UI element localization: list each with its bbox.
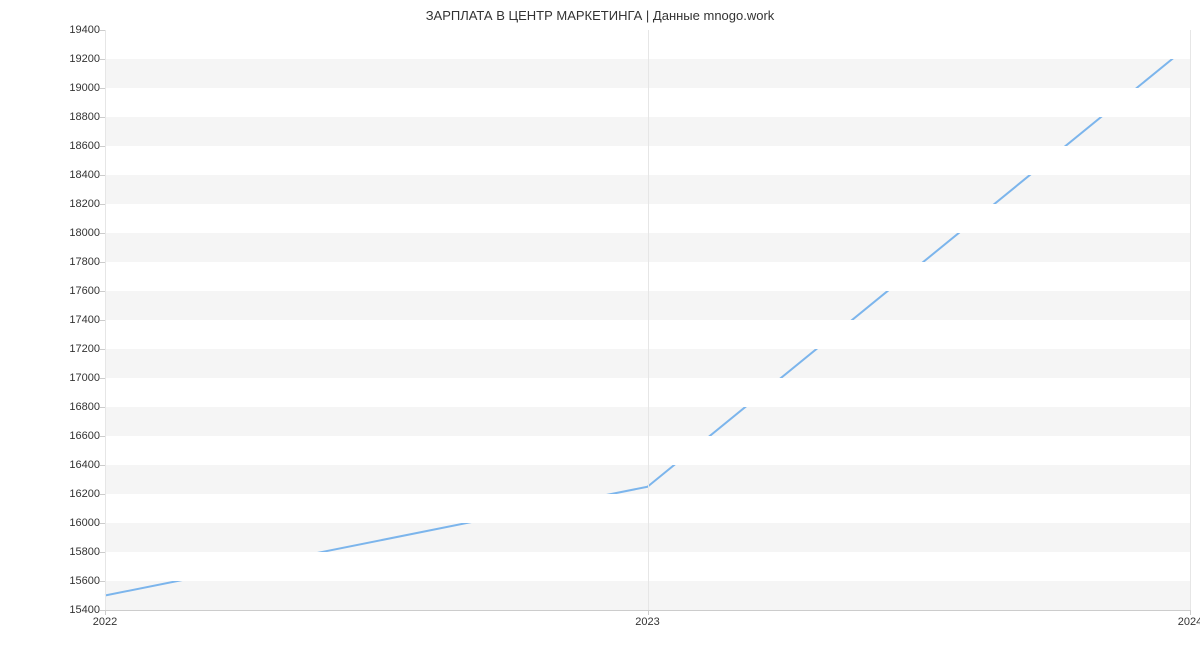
y-axis-tick-label: 17000 bbox=[50, 372, 100, 384]
x-axis-tick-label: 2023 bbox=[635, 616, 659, 628]
y-axis-tick-mark bbox=[100, 436, 105, 437]
y-axis-tick-label: 17200 bbox=[50, 343, 100, 355]
x-axis-line bbox=[105, 610, 1190, 611]
y-axis-tick-label: 18800 bbox=[50, 111, 100, 123]
y-axis-tick-mark bbox=[100, 465, 105, 466]
y-axis-tick-label: 17400 bbox=[50, 314, 100, 326]
y-axis-tick-mark bbox=[100, 30, 105, 31]
y-axis-tick-label: 15800 bbox=[50, 546, 100, 558]
salary-line-chart: ЗАРПЛАТА В ЦЕНТР МАРКЕТИНГА | Данные mno… bbox=[0, 0, 1200, 650]
y-axis-tick-mark bbox=[100, 175, 105, 176]
y-axis-tick-mark bbox=[100, 407, 105, 408]
grid-line-vertical bbox=[1190, 30, 1191, 610]
y-axis-tick-mark bbox=[100, 523, 105, 524]
y-axis-tick-label: 16200 bbox=[50, 488, 100, 500]
y-axis-tick-label: 19400 bbox=[50, 24, 100, 36]
chart-title: ЗАРПЛАТА В ЦЕНТР МАРКЕТИНГА | Данные mno… bbox=[0, 8, 1200, 23]
grid-line-vertical bbox=[105, 30, 106, 610]
x-axis-tick-label: 2022 bbox=[93, 616, 117, 628]
y-axis-tick-label: 16000 bbox=[50, 517, 100, 529]
y-axis-tick-mark bbox=[100, 291, 105, 292]
y-axis-tick-label: 16400 bbox=[50, 459, 100, 471]
y-axis-tick-mark bbox=[100, 349, 105, 350]
y-axis-tick-label: 19000 bbox=[50, 82, 100, 94]
y-axis-tick-label: 15600 bbox=[50, 575, 100, 587]
y-axis-tick-label: 17800 bbox=[50, 256, 100, 268]
y-axis-tick-mark bbox=[100, 378, 105, 379]
y-axis-tick-label: 15400 bbox=[50, 604, 100, 616]
y-axis-tick-mark bbox=[100, 59, 105, 60]
y-axis-tick-mark bbox=[100, 552, 105, 553]
y-axis-tick-mark bbox=[100, 88, 105, 89]
x-axis-tick-label: 2024 bbox=[1178, 616, 1200, 628]
y-axis-tick-mark bbox=[100, 581, 105, 582]
y-axis-tick-label: 19200 bbox=[50, 53, 100, 65]
y-axis-tick-label: 16600 bbox=[50, 430, 100, 442]
y-axis-tick-label: 18200 bbox=[50, 198, 100, 210]
y-axis-tick-label: 18600 bbox=[50, 140, 100, 152]
y-axis-tick-mark bbox=[100, 204, 105, 205]
y-axis-tick-label: 17600 bbox=[50, 285, 100, 297]
grid-line-vertical bbox=[648, 30, 649, 610]
y-axis-tick-mark bbox=[100, 233, 105, 234]
y-axis-tick-mark bbox=[100, 262, 105, 263]
y-axis-tick-mark bbox=[100, 117, 105, 118]
plot-area bbox=[105, 30, 1190, 610]
y-axis-tick-mark bbox=[100, 146, 105, 147]
y-axis-tick-mark bbox=[100, 494, 105, 495]
y-axis-tick-mark bbox=[100, 320, 105, 321]
y-axis-tick-label: 18000 bbox=[50, 227, 100, 239]
x-axis-tick-mark bbox=[1190, 610, 1191, 615]
y-axis-tick-label: 16800 bbox=[50, 401, 100, 413]
y-axis-tick-label: 18400 bbox=[50, 169, 100, 181]
